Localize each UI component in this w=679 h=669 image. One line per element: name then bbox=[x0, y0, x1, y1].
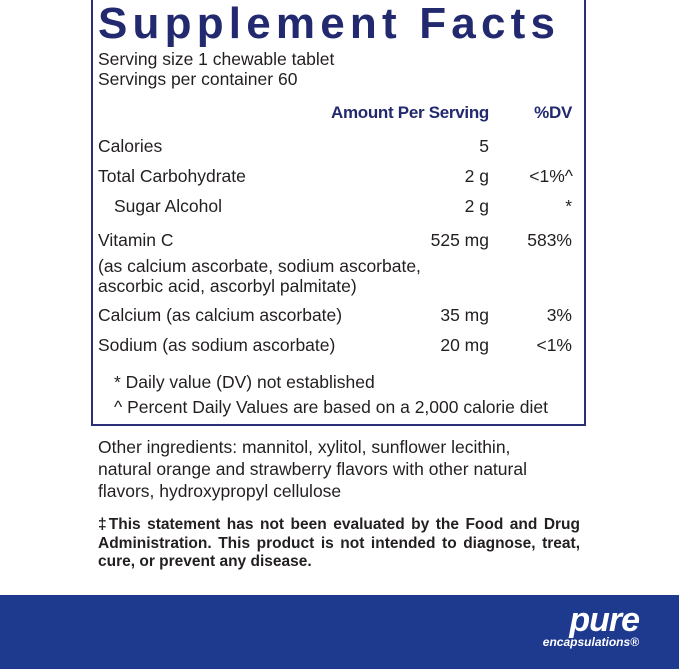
dv-header: %DV bbox=[534, 103, 572, 122]
brand-name: pure bbox=[569, 601, 640, 639]
brand-subname: encapsulations® bbox=[542, 635, 639, 649]
nutrient-amount: 35 mg bbox=[440, 305, 489, 325]
supplement-facts-panel bbox=[91, 0, 586, 426]
other-ingredients-line: Other ingredients: mannitol, xylitol, su… bbox=[98, 437, 511, 457]
other-ingredients-line: flavors, hydroxypropyl cellulose bbox=[98, 481, 342, 501]
brand-logo: pure encapsulations® bbox=[542, 601, 640, 649]
serving-size: Serving size 1 chewable tablet bbox=[98, 49, 335, 69]
other-ingredients-line: natural orange and strawberry flavors wi… bbox=[98, 459, 527, 479]
nutrient-name: Total Carbohydrate bbox=[98, 166, 246, 186]
nutrient-dv: <1%^ bbox=[529, 166, 573, 186]
amount-header: Amount Per Serving bbox=[330, 103, 489, 122]
nutrient-note: ascorbic acid, ascorbyl palmitate) bbox=[98, 276, 357, 296]
nutrient-amount: 20 mg bbox=[440, 335, 489, 355]
nutrient-note: (as calcium ascorbate, sodium ascorbate, bbox=[98, 256, 421, 276]
nutrient-dv: 3% bbox=[546, 305, 572, 325]
footnote-calorie: ^ Percent Daily Values are based on a 2,… bbox=[114, 397, 548, 417]
nutrient-dv: 583% bbox=[527, 230, 572, 250]
brand-band bbox=[0, 595, 679, 669]
nutrient-name: Sugar Alcohol bbox=[114, 196, 222, 216]
nutrient-name: Calcium (as calcium ascorbate) bbox=[98, 305, 343, 325]
nutrient-dv: * bbox=[565, 196, 572, 216]
servings-per-container: Servings per container 60 bbox=[98, 69, 298, 89]
nutrient-name: Calories bbox=[98, 136, 163, 156]
nutrient-name: Sodium (as sodium ascorbate) bbox=[98, 335, 336, 355]
footnote-dv: * Daily value (DV) not established bbox=[114, 372, 375, 392]
nutrient-amount: 525 mg bbox=[430, 230, 489, 250]
nutrient-name: Vitamin C bbox=[98, 230, 174, 250]
nutrient-amount: 5 bbox=[479, 136, 489, 156]
nutrient-dv: <1% bbox=[536, 335, 572, 355]
nutrient-amount: 2 g bbox=[464, 166, 489, 186]
nutrient-amount: 2 g bbox=[464, 196, 489, 216]
panel-title: Supplement Facts bbox=[98, 0, 561, 48]
fda-disclaimer: ‡This statement has not been evaluated b… bbox=[98, 516, 580, 570]
